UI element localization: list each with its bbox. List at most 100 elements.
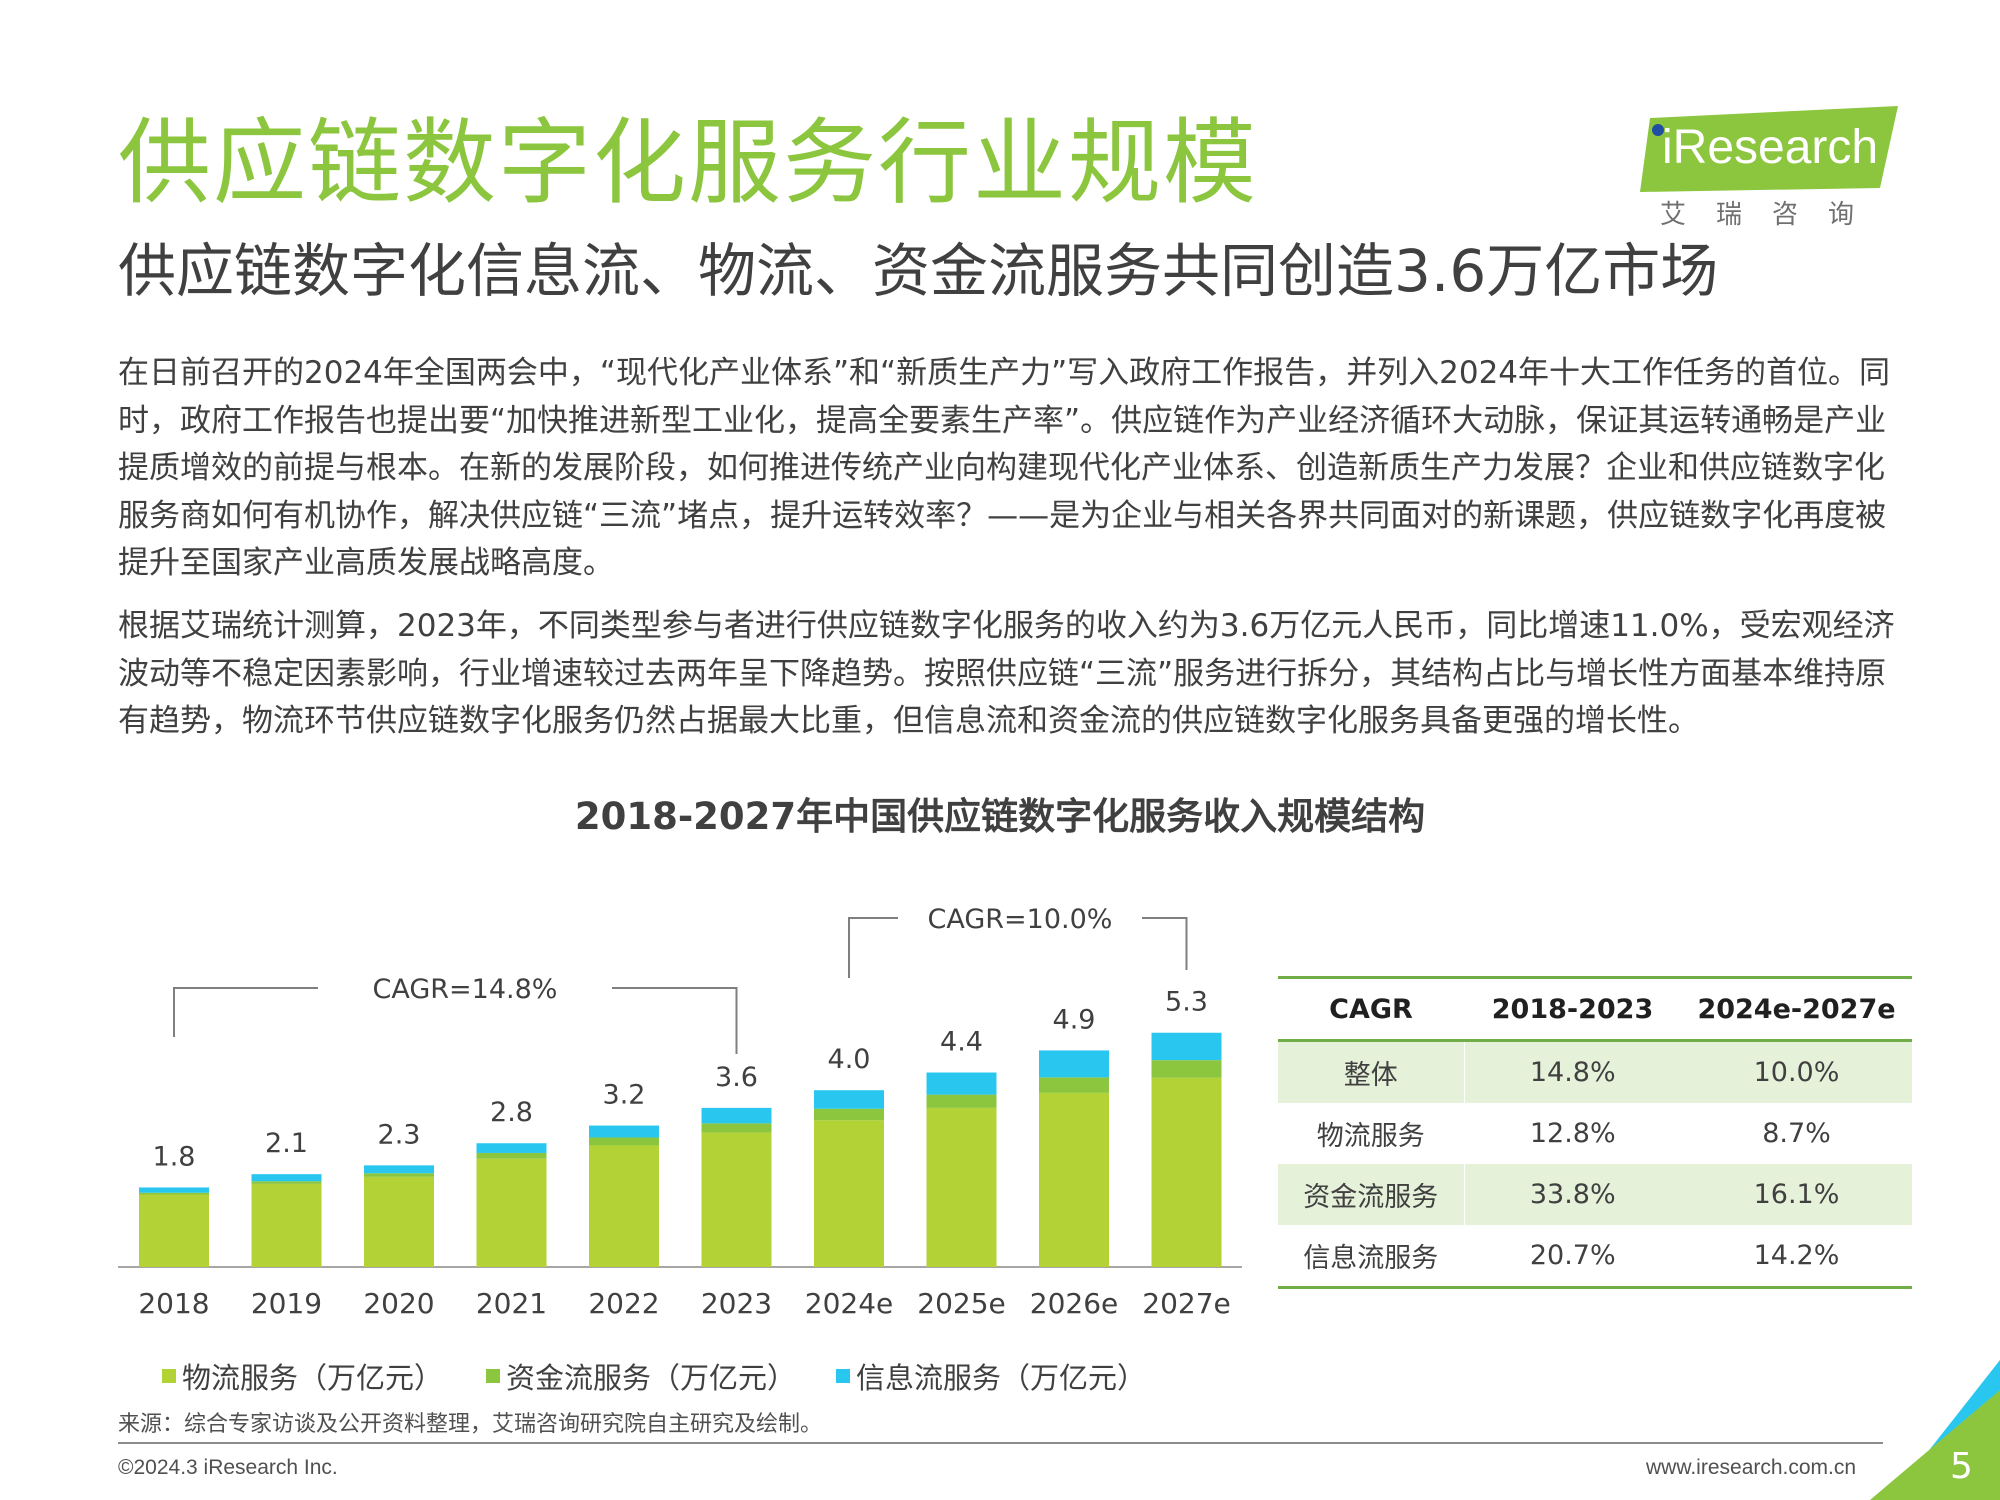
bar-segment-info <box>139 1187 209 1193</box>
table-cell: 10.0% <box>1681 1040 1912 1103</box>
table-header-row: CAGR 2018-2023 2024e-2027e <box>1278 977 1912 1041</box>
intro-paragraph: 在日前召开的2024年全国两会中，“现代化产业体系”和“新质生产力”写入政府工作… <box>118 355 1891 581</box>
x-tick-label: 2021 <box>476 1287 547 1320</box>
bar-segment-info <box>589 1125 659 1138</box>
table-row-label: 整体 <box>1278 1040 1465 1103</box>
data-label-total: 1.8 <box>153 1141 196 1172</box>
bar-segment-finance <box>814 1108 884 1121</box>
table-row: 整体 14.8% 10.0% <box>1278 1040 1912 1103</box>
legend-item-finance: 资金流服务（万亿元） <box>486 1355 796 1397</box>
bar-segment-info <box>926 1072 997 1095</box>
cagr-annotation: CAGR=14.8% <box>373 974 558 1005</box>
x-tick-label: 2022 <box>588 1287 659 1320</box>
bar-segment-logistics <box>1039 1092 1109 1267</box>
x-tick-label: 2025e <box>917 1287 1005 1320</box>
x-tick-label: 2019 <box>251 1287 322 1320</box>
x-tick-label: 2020 <box>363 1287 434 1320</box>
bar-segment-info <box>476 1143 547 1153</box>
table-header-cell: 2018-2023 <box>1491 993 1654 1025</box>
data-label-total: 2.3 <box>378 1119 421 1150</box>
legend-label-info: 信息流服务（万亿元） <box>856 1361 1147 1395</box>
analysis-paragraph: 根据艾瑞统计测算，2023年，不同类型参与者进行供应链数字化服务的收入约为3.6… <box>118 608 1895 739</box>
logo-wordmark: iResearch <box>1662 121 1879 174</box>
table-cell: 16.1% <box>1681 1164 1912 1225</box>
legend-swatch-info <box>836 1369 850 1383</box>
bar-segment-finance <box>1151 1060 1222 1078</box>
bar-segment-info <box>251 1174 322 1182</box>
bar-segment-logistics <box>364 1176 434 1267</box>
cagr-bracket-right <box>1142 917 1188 970</box>
bar-segment-logistics <box>139 1194 209 1267</box>
footer-divider <box>118 1442 1883 1444</box>
data-label-total: 3.2 <box>603 1080 646 1111</box>
website-link[interactable]: www.iresearch.com.cn <box>1646 1456 1857 1479</box>
logo-subtitle: 艾瑞咨询 <box>1660 200 1885 230</box>
bar-segment-logistics <box>251 1183 322 1267</box>
legend-swatch-finance <box>486 1369 500 1383</box>
bar-segment-finance <box>251 1181 322 1184</box>
cagr-annotation: CAGR=10.0% <box>928 904 1113 935</box>
bar-segment-info <box>364 1165 434 1174</box>
bar-segment-finance <box>476 1152 547 1159</box>
table-cell: 14.2% <box>1753 1240 1840 1271</box>
corner-decoration <box>1870 1360 2000 1500</box>
bar-segment-logistics <box>589 1145 659 1267</box>
table-cell: 33.8% <box>1464 1164 1681 1225</box>
bar-segment-finance <box>701 1123 772 1133</box>
iresearch-logo: iResearch 艾瑞咨询 <box>1640 104 1910 234</box>
bar-segment-finance <box>1039 1077 1109 1093</box>
x-tick-label: 2018 <box>138 1287 209 1320</box>
page-title: 供应链数字化服务行业规模 <box>118 109 1258 217</box>
legend-swatch-logistics <box>162 1369 176 1383</box>
page-number: 5 <box>1950 1446 1973 1487</box>
copyright-text: ©2024.3 iResearch Inc. <box>118 1456 338 1479</box>
bar-segment-logistics <box>476 1158 547 1267</box>
table-cell: 20.7% <box>1529 1240 1616 1271</box>
cagr-bracket-left <box>848 917 898 978</box>
bar-segment-logistics <box>701 1132 772 1267</box>
cagr-bracket-right <box>612 987 738 1054</box>
table-cell: 14.8% <box>1464 1040 1681 1103</box>
data-label-total: 3.6 <box>715 1062 758 1093</box>
legend-item-info: 信息流服务（万亿元） <box>836 1355 1146 1397</box>
bar-segment-finance <box>139 1192 209 1195</box>
legend-label-logistics: 物流服务（万亿元） <box>182 1361 444 1395</box>
bar-segment-finance <box>589 1137 659 1146</box>
data-label-total: 4.4 <box>940 1027 983 1058</box>
bar-segment-finance <box>364 1173 434 1177</box>
legend-label-finance: 资金流服务（万亿元） <box>506 1361 797 1395</box>
data-label-total: 5.3 <box>1165 987 1208 1018</box>
x-tick-label: 2027e <box>1142 1287 1230 1320</box>
table-header-cell: 2024e-2027e <box>1697 993 1896 1025</box>
page-subtitle: 供应链数字化信息流、物流、资金流服务共同创造3.6万亿市场 <box>118 237 1719 305</box>
table-header-cell: CAGR <box>1329 993 1413 1025</box>
table-row: 资金流服务 33.8% 16.1% <box>1278 1164 1912 1225</box>
bar-segment-info <box>1151 1032 1222 1061</box>
data-label-total: 2.8 <box>490 1097 533 1128</box>
x-tick-label: 2023 <box>701 1287 772 1320</box>
bar-segment-logistics <box>814 1120 884 1267</box>
data-label-total: 2.1 <box>265 1128 308 1159</box>
x-tick-label: 2024e <box>805 1287 893 1320</box>
bar-segment-finance <box>926 1094 997 1108</box>
table-row-label: 物流服务 <box>1278 1103 1465 1164</box>
chart-title: 2018-2027年中国供应链数字化服务收入规模结构 <box>574 795 1426 838</box>
bar-segment-info <box>1039 1050 1109 1078</box>
bar-segment-logistics <box>926 1107 997 1267</box>
table-cell: 8.7% <box>1762 1118 1831 1149</box>
bar-segment-info <box>701 1107 772 1124</box>
legend-item-logistics: 物流服务（万亿元） <box>162 1355 443 1397</box>
bar-chart: 1.8 2018 2.1 2019 2.3 2020 2.8 2021 3.2 2022 3.6 20… <box>118 904 1242 1320</box>
table-row: 物流服务 12.8% 8.7% <box>1278 1103 1912 1164</box>
source-note: 来源：综合专家访谈及公开资料整理，艾瑞咨询研究院自主研究及绘制。 <box>118 1412 823 1437</box>
table-row: 信息流服务 20.7% 14.2% <box>1278 1225 1912 1288</box>
table-row-label: 资金流服务 <box>1278 1164 1465 1225</box>
logo-badge-shape <box>1640 106 1898 192</box>
table-row-label: 信息流服务 <box>1278 1225 1465 1288</box>
data-label-total: 4.9 <box>1053 1004 1096 1035</box>
table-cell: 12.8% <box>1529 1118 1616 1149</box>
bar-segment-info <box>814 1090 884 1109</box>
cagr-bracket-left <box>173 987 318 1037</box>
cagr-table: CAGR 2018-2023 2024e-2027e 整体 14.8% 10.0… <box>1278 976 1912 1289</box>
bar-segment-logistics <box>1151 1077 1222 1267</box>
